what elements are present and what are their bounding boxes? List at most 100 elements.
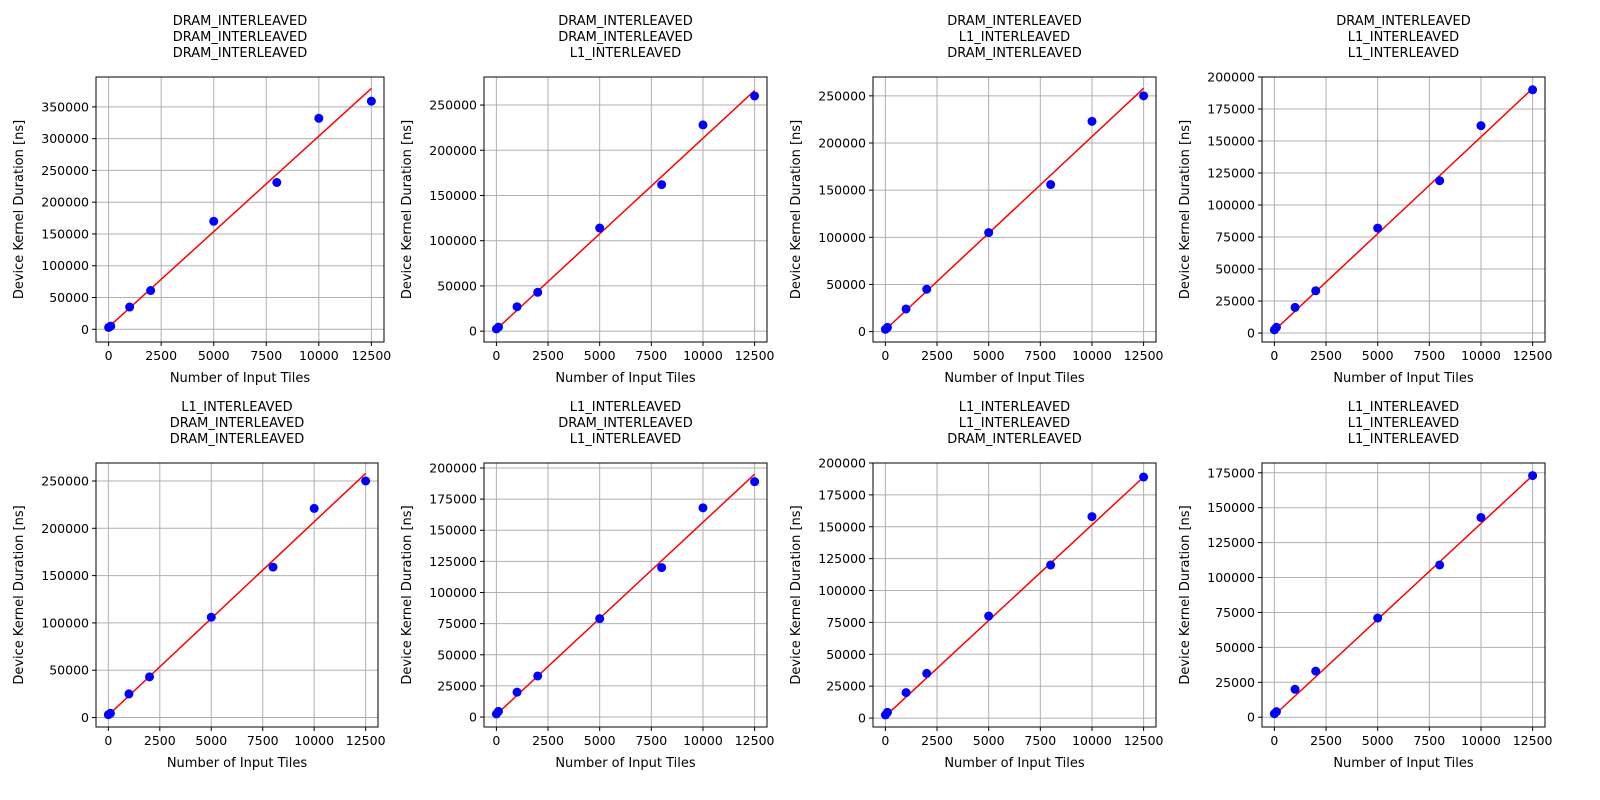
x-tick-label: 10000 <box>1461 348 1501 363</box>
y-tick-label: 25000 <box>826 679 866 694</box>
x-tick-label: 10000 <box>1461 733 1501 748</box>
subplot-title-line: L1_INTERLEAVED <box>570 46 681 61</box>
y-tick-label: 150000 <box>1207 500 1255 515</box>
y-tick-label: 0 <box>858 324 866 339</box>
y-tick-label: 200000 <box>429 143 477 158</box>
data-point <box>1373 613 1383 623</box>
axes-frame <box>483 462 768 728</box>
x-tick-label: 7500 <box>1413 733 1445 748</box>
data-point <box>1476 512 1486 522</box>
y-tick-label: 150000 <box>41 226 89 241</box>
x-axis-label: Number of Input Tiles <box>555 756 696 771</box>
y-tick-label: 25000 <box>1215 675 1255 690</box>
y-axis-label: Device Kernel Duration [ns] <box>789 505 804 684</box>
y-tick-label: 350000 <box>41 99 89 114</box>
y-axis-label: Device Kernel Duration [ns] <box>789 120 804 299</box>
x-tick-label: 5000 <box>584 733 616 748</box>
y-tick-label: 250000 <box>818 88 866 103</box>
subplot-title-line: DRAM_INTERLEAVED <box>558 30 693 45</box>
data-point <box>1046 560 1056 570</box>
axes-frame <box>95 462 379 728</box>
subplot-title-line: DRAM_INTERLEAVED <box>173 46 308 61</box>
x-tick-label: 2500 <box>1310 348 1342 363</box>
y-axis-label: Device Kernel Duration [ns] <box>12 120 27 299</box>
data-point <box>105 708 115 718</box>
data-point <box>984 228 994 238</box>
subplot-title-line: DRAM_INTERLEAVED <box>170 416 305 431</box>
y-tick-label: 100000 <box>429 585 477 600</box>
fit-line <box>884 476 1145 717</box>
data-point <box>1271 322 1281 332</box>
data-point <box>493 706 503 716</box>
fit-line <box>1273 475 1534 716</box>
grid <box>1262 76 1545 342</box>
y-tick-label: 150000 <box>429 188 477 203</box>
y-tick-label: 100000 <box>41 258 89 273</box>
axes-frame <box>483 76 768 343</box>
y-tick-label: 175000 <box>1207 102 1255 117</box>
y-axis-label: Device Kernel Duration [ns] <box>1178 120 1193 299</box>
y-tick-label: 200000 <box>818 136 866 151</box>
x-tick-label: 7500 <box>635 348 667 363</box>
data-point <box>1290 302 1300 312</box>
fit-line <box>884 87 1145 331</box>
data-point <box>922 284 932 294</box>
axes-frame <box>95 76 385 343</box>
x-tick-label: 12500 <box>1124 348 1164 363</box>
data-point <box>1373 223 1383 233</box>
y-tick-label: 200000 <box>1207 70 1255 85</box>
x-tick-label: 7500 <box>1024 348 1056 363</box>
x-tick-label: 0 <box>1270 733 1278 748</box>
subplot-title-line: DRAM_INTERLEAVED <box>173 14 308 29</box>
axes-frame <box>1261 462 1546 728</box>
data-point <box>1139 472 1149 482</box>
y-tick-label: 0 <box>1247 326 1255 341</box>
grid <box>484 77 767 342</box>
y-tick-label: 200000 <box>41 521 89 536</box>
x-tick-label: 2500 <box>532 733 564 748</box>
x-axis-label: Number of Input Tiles <box>170 371 311 386</box>
y-tick-label: 125000 <box>429 554 477 569</box>
data-point <box>1476 121 1486 131</box>
y-tick-label: 75000 <box>437 616 477 631</box>
subplot-title-line: L1_INTERLEAVED <box>1348 30 1459 45</box>
subplot-1: DRAM_INTERLEAVEDDRAM_INTERLEAVEDDRAM_INT… <box>12 14 391 386</box>
data-point <box>124 689 134 699</box>
y-tick-label: 50000 <box>826 647 866 662</box>
data-point <box>1528 471 1538 481</box>
y-tick-label: 125000 <box>1207 166 1255 181</box>
y-tick-label: 0 <box>81 322 89 337</box>
data-point <box>106 321 116 331</box>
subplot-title-line: DRAM_INTERLEAVED <box>947 14 1082 29</box>
y-tick-label: 50000 <box>49 663 89 678</box>
data-point <box>272 177 282 187</box>
data-point <box>512 687 522 697</box>
data-point <box>125 302 135 312</box>
subplot-8: L1_INTERLEAVEDL1_INTERLEAVEDL1_INTERLEAV… <box>1178 400 1553 771</box>
subplot-6: L1_INTERLEAVEDDRAM_INTERLEAVEDL1_INTERLE… <box>400 400 775 771</box>
y-tick-label: 150000 <box>818 519 866 534</box>
subplot-title-line: L1_INTERLEAVED <box>1348 416 1459 431</box>
x-tick-label: 2500 <box>921 348 953 363</box>
data-point <box>1311 666 1321 676</box>
data-point <box>206 612 216 622</box>
y-tick-label: 200000 <box>818 456 866 471</box>
x-tick-label: 5000 <box>198 348 230 363</box>
x-tick-label: 12500 <box>735 733 775 748</box>
x-tick-label: 5000 <box>584 348 616 363</box>
subplot-title-line: L1_INTERLEAVED <box>1348 46 1459 61</box>
x-tick-label: 5000 <box>1362 348 1394 363</box>
x-tick-label: 10000 <box>1072 733 1112 748</box>
data-point <box>493 322 503 332</box>
x-tick-label: 0 <box>104 733 112 748</box>
y-tick-label: 50000 <box>437 278 477 293</box>
data-point <box>750 477 760 487</box>
x-tick-label: 7500 <box>1413 348 1445 363</box>
y-tick-label: 175000 <box>818 487 866 502</box>
y-tick-label: 200000 <box>41 195 89 210</box>
grid <box>96 463 378 727</box>
x-tick-label: 0 <box>881 348 889 363</box>
data-point <box>1087 116 1097 126</box>
y-axis-label: Device Kernel Duration [ns] <box>400 120 415 299</box>
y-tick-label: 50000 <box>1215 262 1255 277</box>
